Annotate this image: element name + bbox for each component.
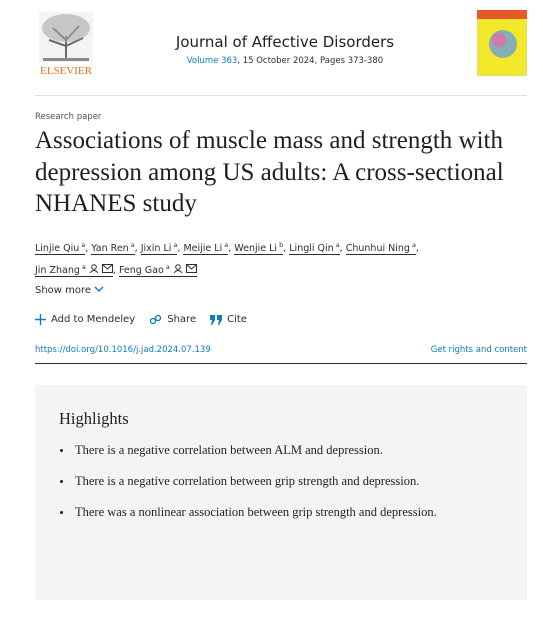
- affiliation-marker[interactable]: a: [173, 241, 178, 249]
- author[interactable]: Jixin Li a: [140, 241, 178, 256]
- action-bar: Add to Mendeley Share Cite: [35, 314, 247, 325]
- share-button[interactable]: Share: [149, 314, 196, 325]
- journal-cover[interactable]: [477, 10, 527, 76]
- affiliation-marker[interactable]: b: [279, 241, 284, 249]
- author-separator: ,: [85, 243, 89, 255]
- divider: [35, 363, 527, 364]
- mail-icon: [185, 264, 197, 274]
- mendeley-button[interactable]: Add to Mendeley: [35, 314, 135, 325]
- author-name[interactable]: Linjie Qiu: [35, 243, 80, 255]
- author[interactable]: Yan Ren a: [91, 241, 135, 256]
- author-separator: ,: [112, 265, 116, 277]
- quote-icon: [210, 314, 223, 325]
- volume-link[interactable]: Volume 363: [186, 56, 238, 66]
- cite-label[interactable]: Cite: [227, 314, 247, 325]
- mendeley-label[interactable]: Add to Mendeley: [51, 314, 136, 325]
- journal-title[interactable]: Journal of Affective Disorders: [150, 33, 420, 51]
- author-separator: ,: [415, 243, 419, 255]
- share-label[interactable]: Share: [167, 314, 197, 325]
- affiliation-marker[interactable]: a: [411, 241, 416, 249]
- author-name[interactable]: Meijie Li: [183, 243, 223, 255]
- cite-button[interactable]: Cite: [210, 314, 247, 325]
- author[interactable]: Feng Gao a: [118, 263, 197, 278]
- chevron-icon: [94, 286, 104, 292]
- author-name[interactable]: Yan Ren: [91, 243, 129, 255]
- highlights-title: Highlights: [59, 409, 129, 428]
- highlight-item: There is a negative correlation between …: [59, 472, 459, 491]
- affiliation-marker[interactable]: a: [335, 241, 340, 249]
- share-icon: [150, 314, 162, 325]
- plus-icon: [35, 314, 46, 325]
- volume-info: Volume 363, 15 October 2024, Pages 373-3…: [150, 56, 420, 66]
- author-list: Linjie Qiu a, Yan Ren a, Jixin Li a, Meijie…: [35, 236, 465, 280]
- author-name[interactable]: Feng Gao: [118, 265, 164, 277]
- highlight-item: There was a nonlinear association betwee…: [59, 503, 459, 522]
- person-icon: [89, 264, 99, 274]
- issue-info: , 15 October 2024, Pages 373-380: [237, 56, 384, 66]
- author-separator: ,: [134, 243, 138, 255]
- affiliation-marker[interactable]: a: [81, 241, 86, 249]
- article-title: Associations of muscle mass and strength…: [35, 127, 504, 217]
- affiliation-marker[interactable]: a: [224, 241, 229, 249]
- mail-icon: [101, 264, 113, 274]
- show-more-text[interactable]: Show more: [35, 285, 92, 296]
- journal-link[interactable]: Journal of Affective Disorders: [175, 33, 395, 51]
- author-separator: ,: [177, 243, 181, 255]
- author-name[interactable]: Wenjie Li: [234, 243, 278, 255]
- show-more[interactable]: Show more: [35, 285, 104, 296]
- author-name[interactable]: Jixin Li: [140, 243, 172, 255]
- affiliation-marker[interactable]: a: [81, 263, 86, 272]
- article-type: Research paper: [35, 112, 102, 122]
- author-separator: ,: [228, 243, 232, 255]
- highlights-list: There is a negative correlation between …: [59, 441, 459, 534]
- author[interactable]: Jin Zhang a: [35, 263, 113, 278]
- author-name[interactable]: Lingli Qin: [289, 243, 334, 255]
- highlights-box: Highlights There is a negative correlati…: [35, 385, 527, 600]
- person-icon: [173, 264, 183, 274]
- author[interactable]: Chunhui Ning a: [345, 241, 416, 256]
- author-separator: ,: [283, 243, 287, 255]
- author[interactable]: Meijie Li a: [183, 241, 229, 256]
- author-name[interactable]: Chunhui Ning: [345, 243, 410, 255]
- author[interactable]: Wenjie Li b: [234, 241, 284, 256]
- affiliation-marker[interactable]: a: [130, 241, 135, 249]
- highlight-item: There is a negative correlation between …: [59, 441, 459, 460]
- author[interactable]: Linjie Qiu a: [35, 241, 86, 256]
- author-name[interactable]: Jin Zhang: [35, 265, 80, 277]
- doi-link[interactable]: https://doi.org/10.1016/j.jad.2024.07.13…: [35, 345, 211, 355]
- publisher-name: ELSEVIER: [40, 65, 93, 77]
- rights-link[interactable]: Get rights and content: [430, 345, 527, 355]
- author[interactable]: Lingli Qin a: [289, 241, 340, 256]
- author-separator: ,: [339, 243, 343, 255]
- affiliation-marker[interactable]: a: [165, 263, 170, 272]
- elsevier-logo: ELSEVIER: [39, 12, 93, 77]
- divider: [35, 95, 527, 96]
